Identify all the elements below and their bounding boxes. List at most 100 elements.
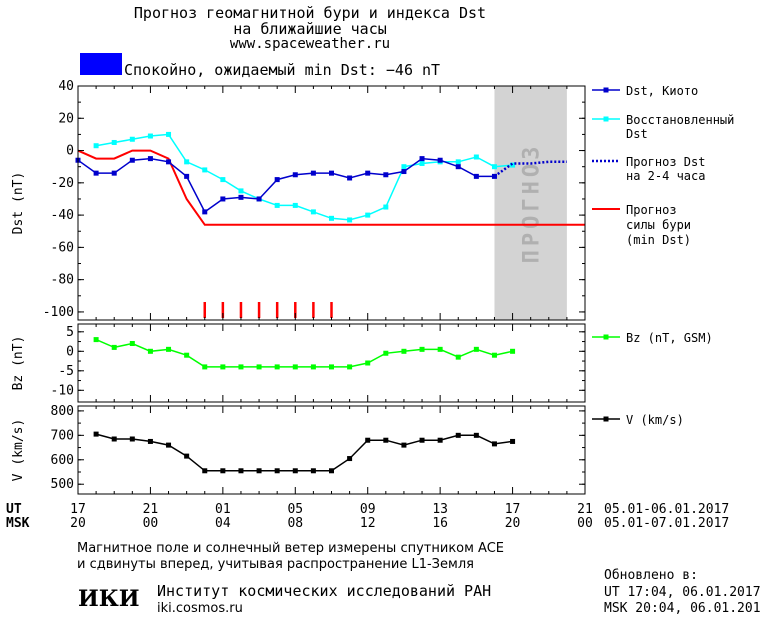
bz-point [274,364,280,370]
v-point [310,468,316,474]
msk-tick-label: 04 [215,516,231,531]
legend-dst-restored-line2: Dst [626,127,648,141]
kyoto-dst-point [491,173,497,179]
note-line2: и сдвинуты вперед, учитывая распростране… [77,557,474,572]
legend-dst-kyoto: Dst, Киото [626,84,699,98]
v-point [491,441,497,447]
bz-point [347,364,353,370]
kyoto-dst-point [383,172,389,178]
kyoto-dst-point [347,175,353,181]
kyoto-dst-point [184,173,190,179]
restored-dst-point [292,202,298,208]
kyoto-dst-point [329,170,334,176]
v-point [166,442,172,448]
legend-restored-symbol-marker [603,116,609,122]
ut-tick-label: 17 [70,502,86,517]
kyoto-dst-point [292,172,298,178]
ut-label: UT [6,502,22,517]
kyoto-dst-point [401,169,407,175]
v-point [220,468,226,474]
v-line [95,433,513,472]
msk-tick-label: 16 [432,516,448,531]
restored-dst-point [220,177,226,183]
bz-point [147,348,153,354]
restored-dst-point [510,162,516,168]
kyoto-dst-point [419,156,425,162]
ut-tick-label: 17 [504,502,521,517]
note-line1: Магнитное поле и солнечный ветер измерен… [77,541,505,556]
y-axis-label: V (km/s) [11,419,26,482]
kyoto-dst-point [473,173,479,179]
v-point [401,442,407,448]
bz-point [310,364,316,370]
y-tick-label: -60 [51,240,74,255]
v-point [129,436,135,442]
legend-storm-line1: Прогноз [626,203,677,217]
restored-dst-point [401,164,407,170]
bz-point [256,364,262,370]
ut-tick-label: 21 [577,502,593,517]
v-point [437,437,443,443]
restored-dst-point [310,209,316,215]
iki-logo: ИКИ [78,586,140,612]
updated-ut: UT 17:04, 06.01.2017 [604,585,760,600]
ut-date-range: 05.01-06.01.2017 [604,502,730,517]
y-tick-label: 500 [51,477,74,492]
restored-dst-point [329,215,334,221]
chart-title-line1: Прогноз геомагнитной бури и индекса Dst [133,4,487,22]
restored-dst-point [93,143,99,149]
v-point [93,431,99,437]
restored-dst-point [365,212,371,218]
y-axis-label: Dst (nT) [11,172,26,235]
v-point [473,432,479,438]
kyoto-dst-point [310,170,316,176]
kyoto-dst-point [202,209,208,215]
bz-point [401,348,407,354]
v-point [238,468,244,474]
y-tick-label: -40 [51,208,74,223]
y-tick-label: 700 [51,428,74,443]
v-point [365,437,371,443]
v-point [419,437,425,443]
bz-point [184,352,190,358]
ut-tick-label: 09 [359,502,376,517]
kyoto-dst-point [166,159,172,165]
kyoto-dst-point [274,177,280,183]
msk-label: MSK [6,516,30,531]
restored-dst-point [473,154,479,160]
y-tick-label: 20 [58,111,74,126]
restored-dst-point [238,188,244,194]
institute-site[interactable]: iki.cosmos.ru [157,601,243,616]
y-tick-label: -5 [58,364,74,379]
bz-point [329,364,334,370]
legend-v-symbol-marker [603,416,609,422]
bz-point [455,354,461,360]
legend-bz: Bz (nT, GSM) [626,331,713,345]
ut-tick-label: 01 [215,502,231,517]
bz-point [202,364,208,370]
legend-kyoto-symbol-marker [603,87,609,93]
y-tick-label: -20 [51,176,74,191]
site-url[interactable]: www.spaceweather.ru [229,36,391,52]
kyoto-dst-point [455,164,461,170]
bz-panel-frame [77,323,586,403]
kyoto-dst-point [220,196,226,202]
chart-title-line2: на ближайшие часы [233,20,387,38]
y-tick-label: -10 [51,383,74,398]
restored-dst-point [383,204,389,210]
forecast-zone [494,86,567,320]
bz-point [491,352,497,358]
kyoto-dst-point [111,170,117,176]
v-point [274,468,280,474]
legend-v: V (km/s) [626,413,684,427]
v-point [347,456,353,462]
y-axis-label: Bz (nT) [11,336,26,391]
status-color-swatch [80,53,122,75]
msk-tick-label: 00 [577,516,593,531]
kyoto-dst-point [238,194,244,200]
restored-dst-point [419,160,425,166]
institute-name: Институт космических исследований РАН [157,582,492,600]
ut-tick-label: 21 [142,502,159,517]
y-tick-label: 0 [66,344,74,359]
